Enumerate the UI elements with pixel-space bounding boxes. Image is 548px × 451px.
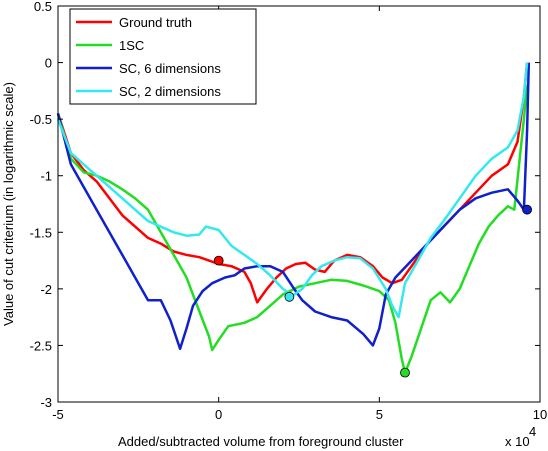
y-tick-label: -2.5 bbox=[30, 338, 52, 353]
legend-label-1sc: 1SC bbox=[119, 38, 144, 53]
marker-ground-truth bbox=[213, 255, 224, 266]
legend: Ground truth 1SC SC, 6 dimensions SC, 2 … bbox=[69, 8, 257, 105]
x-tick-label: 10 bbox=[533, 407, 547, 422]
y-tick-label: -1.5 bbox=[30, 225, 52, 240]
y-tick-label: -3 bbox=[40, 395, 52, 410]
x-axis-label: Added/subtracted volume from foreground … bbox=[118, 434, 404, 449]
marker-layer bbox=[213, 204, 532, 378]
x-tick-label: 0 bbox=[215, 407, 222, 422]
series-line-sc-2-dimensions bbox=[56, 62, 529, 319]
series-line-1sc bbox=[56, 85, 529, 374]
series-layer bbox=[56, 62, 531, 374]
y-tick-label: 0.5 bbox=[34, 0, 52, 14]
legend-label-sc-2-dimensions: SC, 2 dimensions bbox=[119, 84, 221, 99]
x-axis-multiplier-exponent: 4 bbox=[529, 424, 536, 439]
y-tick-label: 0 bbox=[45, 56, 52, 71]
y-axis-label: Value of cut criterium (in logarithmic s… bbox=[1, 82, 16, 326]
marker-1sc bbox=[400, 367, 410, 378]
legend-box bbox=[69, 8, 257, 105]
legend-label-sc-6-dimensions: SC, 6 dimensions bbox=[119, 61, 221, 76]
y-tick-label: -1 bbox=[40, 169, 52, 184]
x-tick-label: 5 bbox=[376, 407, 383, 422]
y-tick-label: -0.5 bbox=[30, 112, 52, 127]
series-line-sc-6-dimensions bbox=[56, 62, 531, 351]
plot-frame bbox=[57, 5, 541, 403]
marker-sc-2-dimensions bbox=[284, 291, 295, 302]
legend-label-ground-truth: Ground truth bbox=[119, 15, 192, 30]
y-tick-label: -2 bbox=[40, 282, 52, 297]
tick-layer: -5 0 5 10 0.5 0 -0.5 -1 -1.5 -2 -2.5 -3 bbox=[30, 0, 548, 422]
x-axis-multiplier: x 10 bbox=[505, 434, 530, 449]
x-tick-label: -5 bbox=[52, 407, 64, 422]
marker-sc-6-dimensions bbox=[522, 204, 532, 215]
